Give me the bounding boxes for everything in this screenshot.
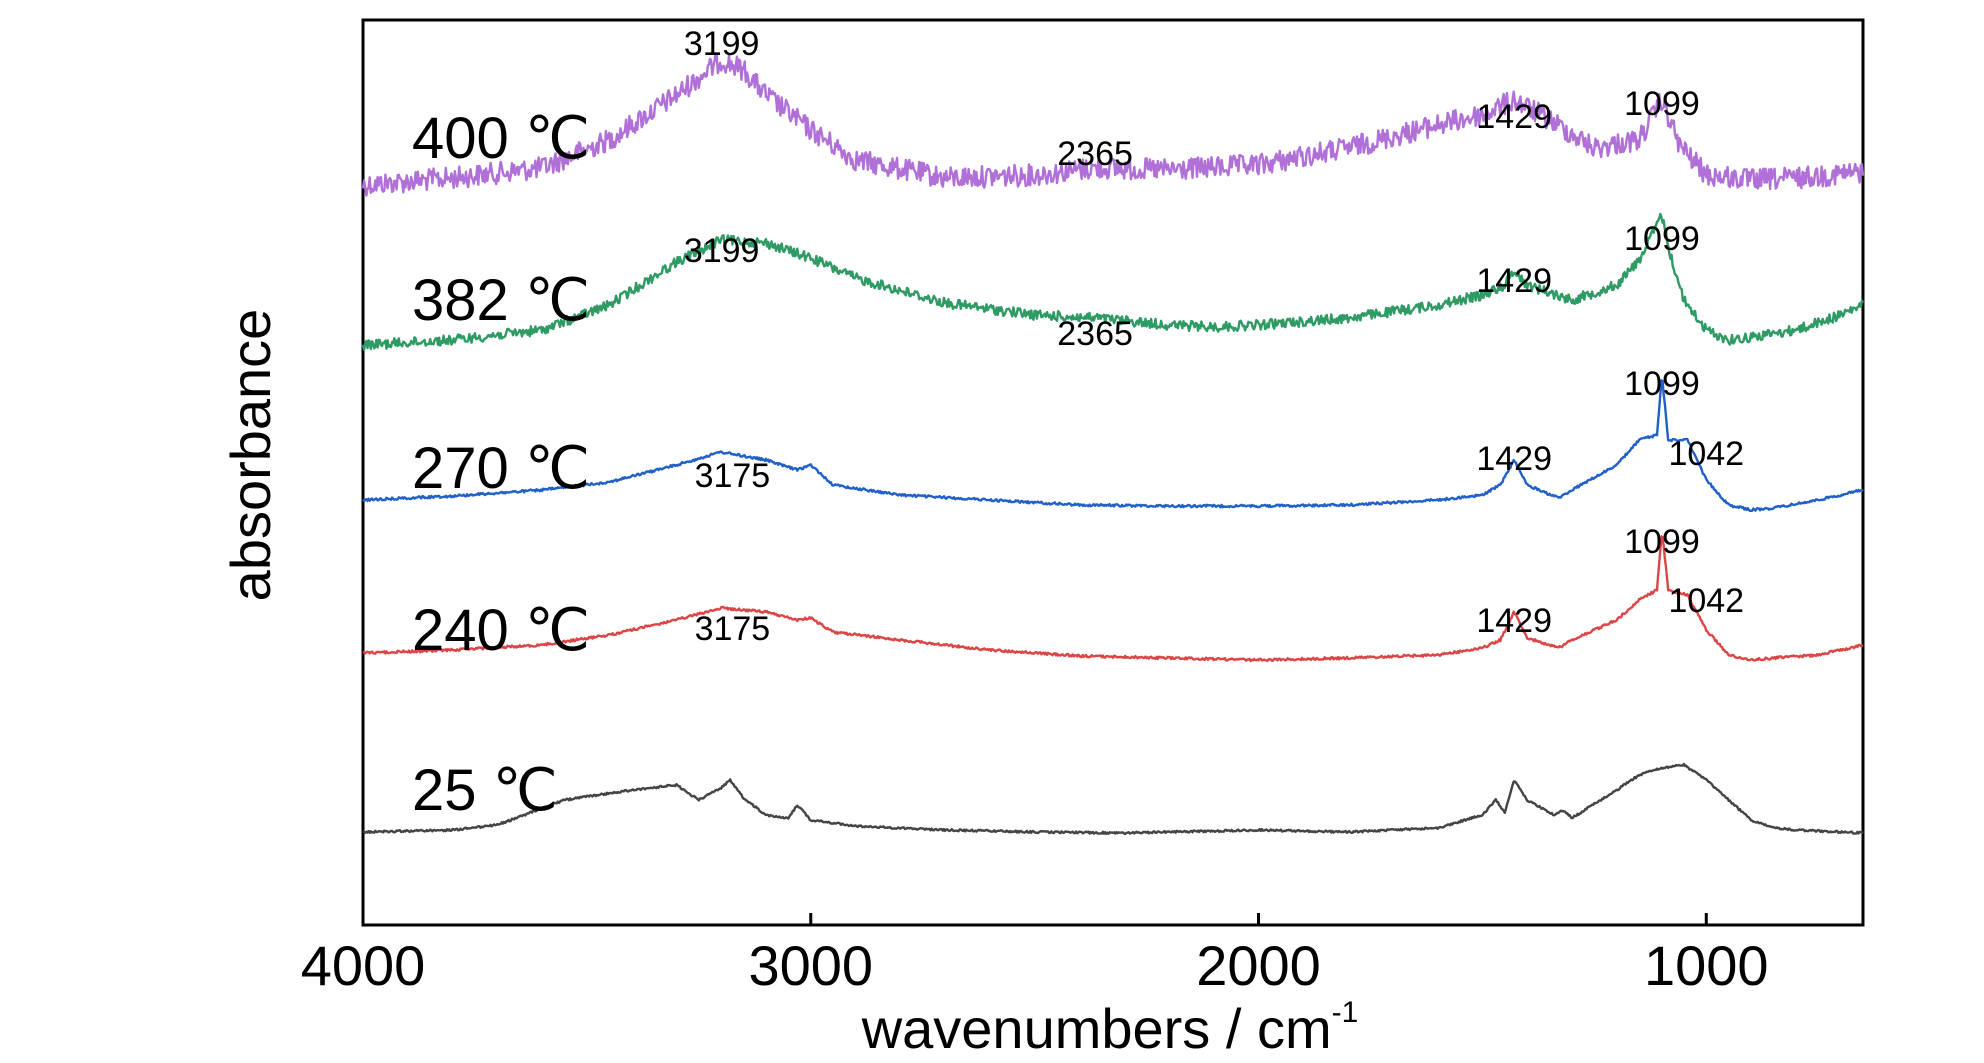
series-layer: 400 ℃ 3199 2365 1429 1099 382 ℃ 3199 2365 1429 10… (361, 25, 1865, 836)
series-label: 400 ℃ (412, 106, 590, 171)
x-axis-title-text: wavenumbers / cm (861, 997, 1332, 1060)
plot-frame (361, 18, 1865, 927)
x-tick-label: 1000 (1644, 934, 1769, 997)
series-line (361, 52, 1865, 197)
series-group: 25 ℃ (362, 758, 1864, 836)
peak-label: 1042 (1668, 435, 1744, 473)
peak-label: 1099 (1624, 220, 1700, 258)
peak-label: 3199 (684, 232, 760, 270)
peak-label: 1042 (1668, 582, 1744, 620)
peak-label: 1099 (1624, 523, 1700, 561)
peak-label: 1429 (1476, 440, 1552, 478)
x-tick-label: 3000 (748, 934, 873, 997)
series-line (362, 379, 1864, 512)
peak-label: 3175 (695, 457, 771, 495)
series-group: 270 ℃ 3175 1429 1099 1042 (362, 365, 1864, 512)
peak-label: 3199 (684, 25, 760, 63)
series-line (361, 212, 1865, 351)
peak-label: 1429 (1476, 602, 1552, 640)
series-group: 240 ℃ 3175 1429 1099 1042 (362, 523, 1864, 663)
peak-label: 2365 (1057, 315, 1133, 353)
series-label: 25 ℃ (412, 758, 558, 823)
peak-label: 2365 (1057, 135, 1133, 173)
peak-label: 1099 (1624, 85, 1700, 123)
series-group: 400 ℃ 3199 2365 1429 1099 (361, 25, 1865, 197)
x-axis-title: wavenumbers / cm-1 (861, 996, 1359, 1060)
peak-label: 1429 (1476, 262, 1552, 300)
x-tick-label: 2000 (1196, 934, 1321, 997)
peak-label: 3175 (695, 610, 771, 648)
series-label: 240 ℃ (412, 598, 590, 663)
series-group: 382 ℃ 3199 2365 1429 1099 (361, 212, 1865, 353)
series-label: 382 ℃ (412, 268, 590, 333)
y-axis-title: absorbance (219, 309, 282, 602)
series-label: 270 ℃ (412, 436, 590, 501)
x-tick-label: 4000 (301, 934, 426, 997)
x-axis-ticks: 4000 3000 2000 1000 (301, 913, 1769, 997)
series-line (362, 762, 1864, 836)
series-line (362, 535, 1864, 663)
x-axis-title-superscript: -1 (1332, 996, 1359, 1029)
peak-label: 1099 (1624, 365, 1700, 403)
peak-label: 1429 (1476, 98, 1552, 136)
